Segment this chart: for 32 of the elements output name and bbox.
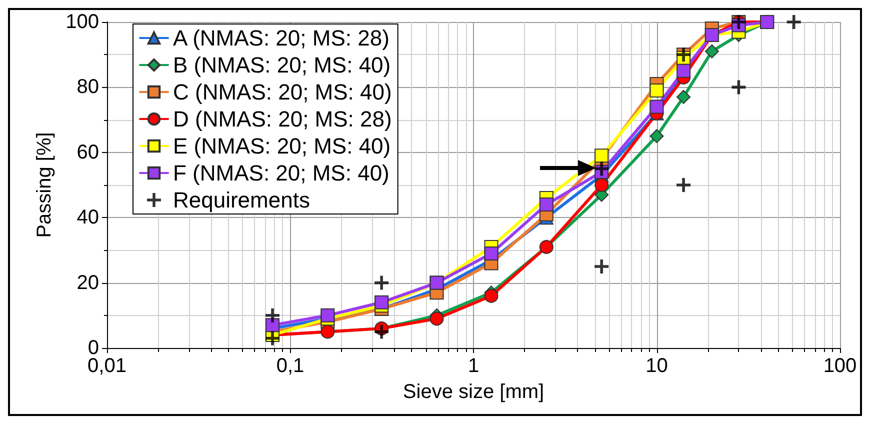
legend-label: Requirements [173, 188, 310, 212]
legend-label: A (NMAS: 20; MS: 28) [173, 26, 390, 50]
point [320, 308, 335, 322]
point [594, 178, 609, 192]
x-tick-label: 1 [468, 355, 480, 377]
point [265, 318, 280, 332]
legend-label: C (NMAS: 20; MS: 40) [173, 80, 392, 104]
x-tick-label: 100 [823, 355, 857, 377]
point [430, 312, 444, 326]
point [374, 324, 389, 339]
point [594, 148, 609, 163]
legend-label: D (NMAS: 20; MS: 28) [173, 106, 392, 132]
y-tick-label: 20 [76, 272, 99, 294]
legend-label: E (NMAS: 20; MS: 40) [173, 134, 391, 158]
point [650, 83, 664, 98]
point [484, 288, 498, 303]
y-tick-label: 100 [66, 11, 99, 33]
x-axis-title: Sieve size [mm] [402, 381, 544, 403]
y-tick-label: 80 [76, 76, 99, 98]
y-tick-label: 40 [76, 206, 99, 229]
legend-label: F (NMAS: 20; MS: 40) [173, 160, 390, 186]
point [539, 198, 554, 212]
y-axis-title: Passing [%] [34, 132, 56, 238]
x-tick-label: 10 [646, 355, 668, 377]
point [650, 100, 664, 114]
x-tick-label: 0,1 [276, 355, 304, 377]
y-tick-label: 60 [76, 141, 99, 164]
legend-label: B (NMAS: 20; MS: 40) [173, 52, 391, 78]
point [484, 246, 498, 260]
point [374, 295, 389, 310]
point [650, 129, 664, 144]
point [265, 331, 280, 346]
